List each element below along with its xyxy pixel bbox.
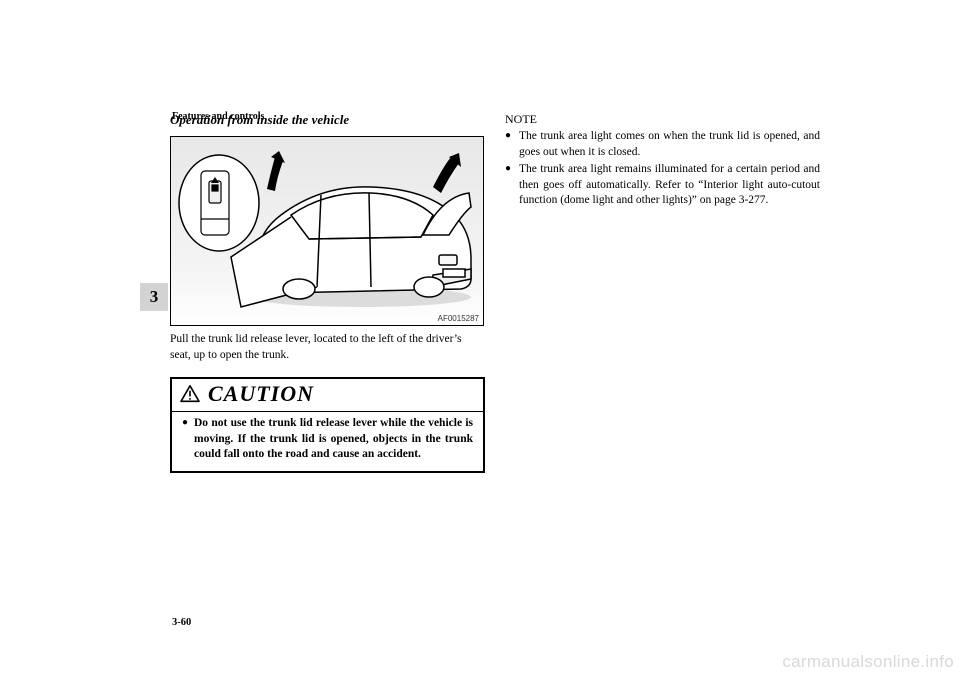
caution-title: CAUTION (208, 381, 314, 407)
right-column: NOTE The trunk area light comes on when … (505, 112, 820, 473)
manual-page: Features and controls 3 Operation from i… (0, 0, 960, 678)
subheading: Operation from inside the vehicle (170, 112, 485, 128)
left-column: Operation from inside the vehicle (170, 112, 485, 473)
caution-body: Do not use the trunk lid release lever w… (172, 412, 483, 471)
caution-header: CAUTION (172, 379, 483, 412)
caution-item: Do not use the trunk lid release lever w… (182, 416, 473, 463)
section-number: 3 (150, 287, 159, 307)
watermark: carmanualsonline.info (782, 652, 954, 672)
figure-id: AF0015287 (438, 314, 479, 323)
car-illustration (171, 137, 484, 326)
body-text: Pull the trunk lid release lever, locate… (170, 332, 485, 363)
figure-trunk-release: AF0015287 (170, 136, 484, 326)
note-item: The trunk area light remains illuminated… (505, 162, 820, 209)
note-item: The trunk area light comes on when the t… (505, 129, 820, 160)
caution-box: CAUTION Do not use the trunk lid release… (170, 377, 485, 473)
note-heading: NOTE (505, 112, 820, 127)
section-tab: 3 (140, 283, 168, 311)
content-columns: Operation from inside the vehicle (170, 112, 820, 473)
warning-triangle-icon (180, 385, 200, 403)
page-number: 3-60 (172, 617, 191, 628)
note-list: The trunk area light comes on when the t… (505, 129, 820, 209)
